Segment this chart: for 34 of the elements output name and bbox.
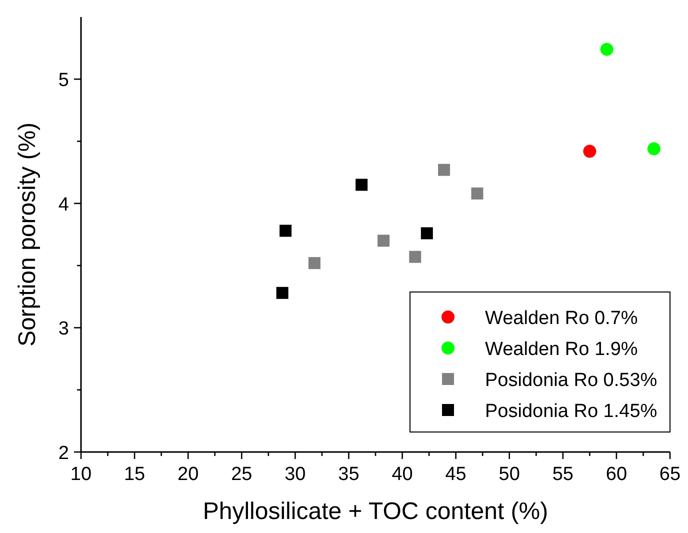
y-tick-label: 4 bbox=[58, 194, 70, 216]
x-tick-label: 35 bbox=[338, 464, 360, 485]
point bbox=[276, 286, 288, 299]
x-axis-title: Phyllosilicate + TOC content (%) bbox=[202, 498, 548, 525]
point bbox=[471, 187, 484, 200]
point bbox=[600, 42, 614, 56]
x-tick-label: 40 bbox=[392, 464, 413, 485]
x-tick-label: 55 bbox=[552, 464, 574, 485]
point bbox=[420, 227, 433, 240]
point bbox=[356, 178, 368, 191]
point bbox=[409, 250, 422, 263]
point bbox=[308, 257, 320, 270]
legend-label: Posidonia Ro 1.45% bbox=[485, 401, 658, 422]
x-tick-label: 25 bbox=[231, 464, 252, 485]
x-tick-label: 60 bbox=[606, 464, 628, 485]
x-tick-label: 10 bbox=[70, 464, 92, 485]
x-tick-label: 15 bbox=[124, 464, 146, 485]
legend-label: Wealden Ro 1.9% bbox=[485, 339, 638, 360]
x-tick-label: 65 bbox=[659, 464, 681, 485]
point bbox=[647, 142, 660, 156]
x-tick-label: 30 bbox=[284, 464, 306, 485]
y-axis-title: Sorption porosity (%) bbox=[14, 122, 41, 347]
x-tick-label: 50 bbox=[498, 464, 520, 485]
point bbox=[378, 234, 390, 247]
point bbox=[583, 144, 596, 158]
point bbox=[438, 164, 450, 176]
x-tick-label: 45 bbox=[445, 464, 466, 485]
legend-label: Wealden Ro 0.7% bbox=[485, 308, 638, 329]
y-tick-label: 2 bbox=[58, 443, 69, 464]
y-tick-label: 3 bbox=[58, 318, 69, 340]
point bbox=[280, 224, 292, 237]
legend-label: Posidonia Ro 0.53% bbox=[485, 370, 658, 391]
y-tick-label: 5 bbox=[58, 70, 69, 92]
x-tick-label: 20 bbox=[178, 464, 199, 485]
